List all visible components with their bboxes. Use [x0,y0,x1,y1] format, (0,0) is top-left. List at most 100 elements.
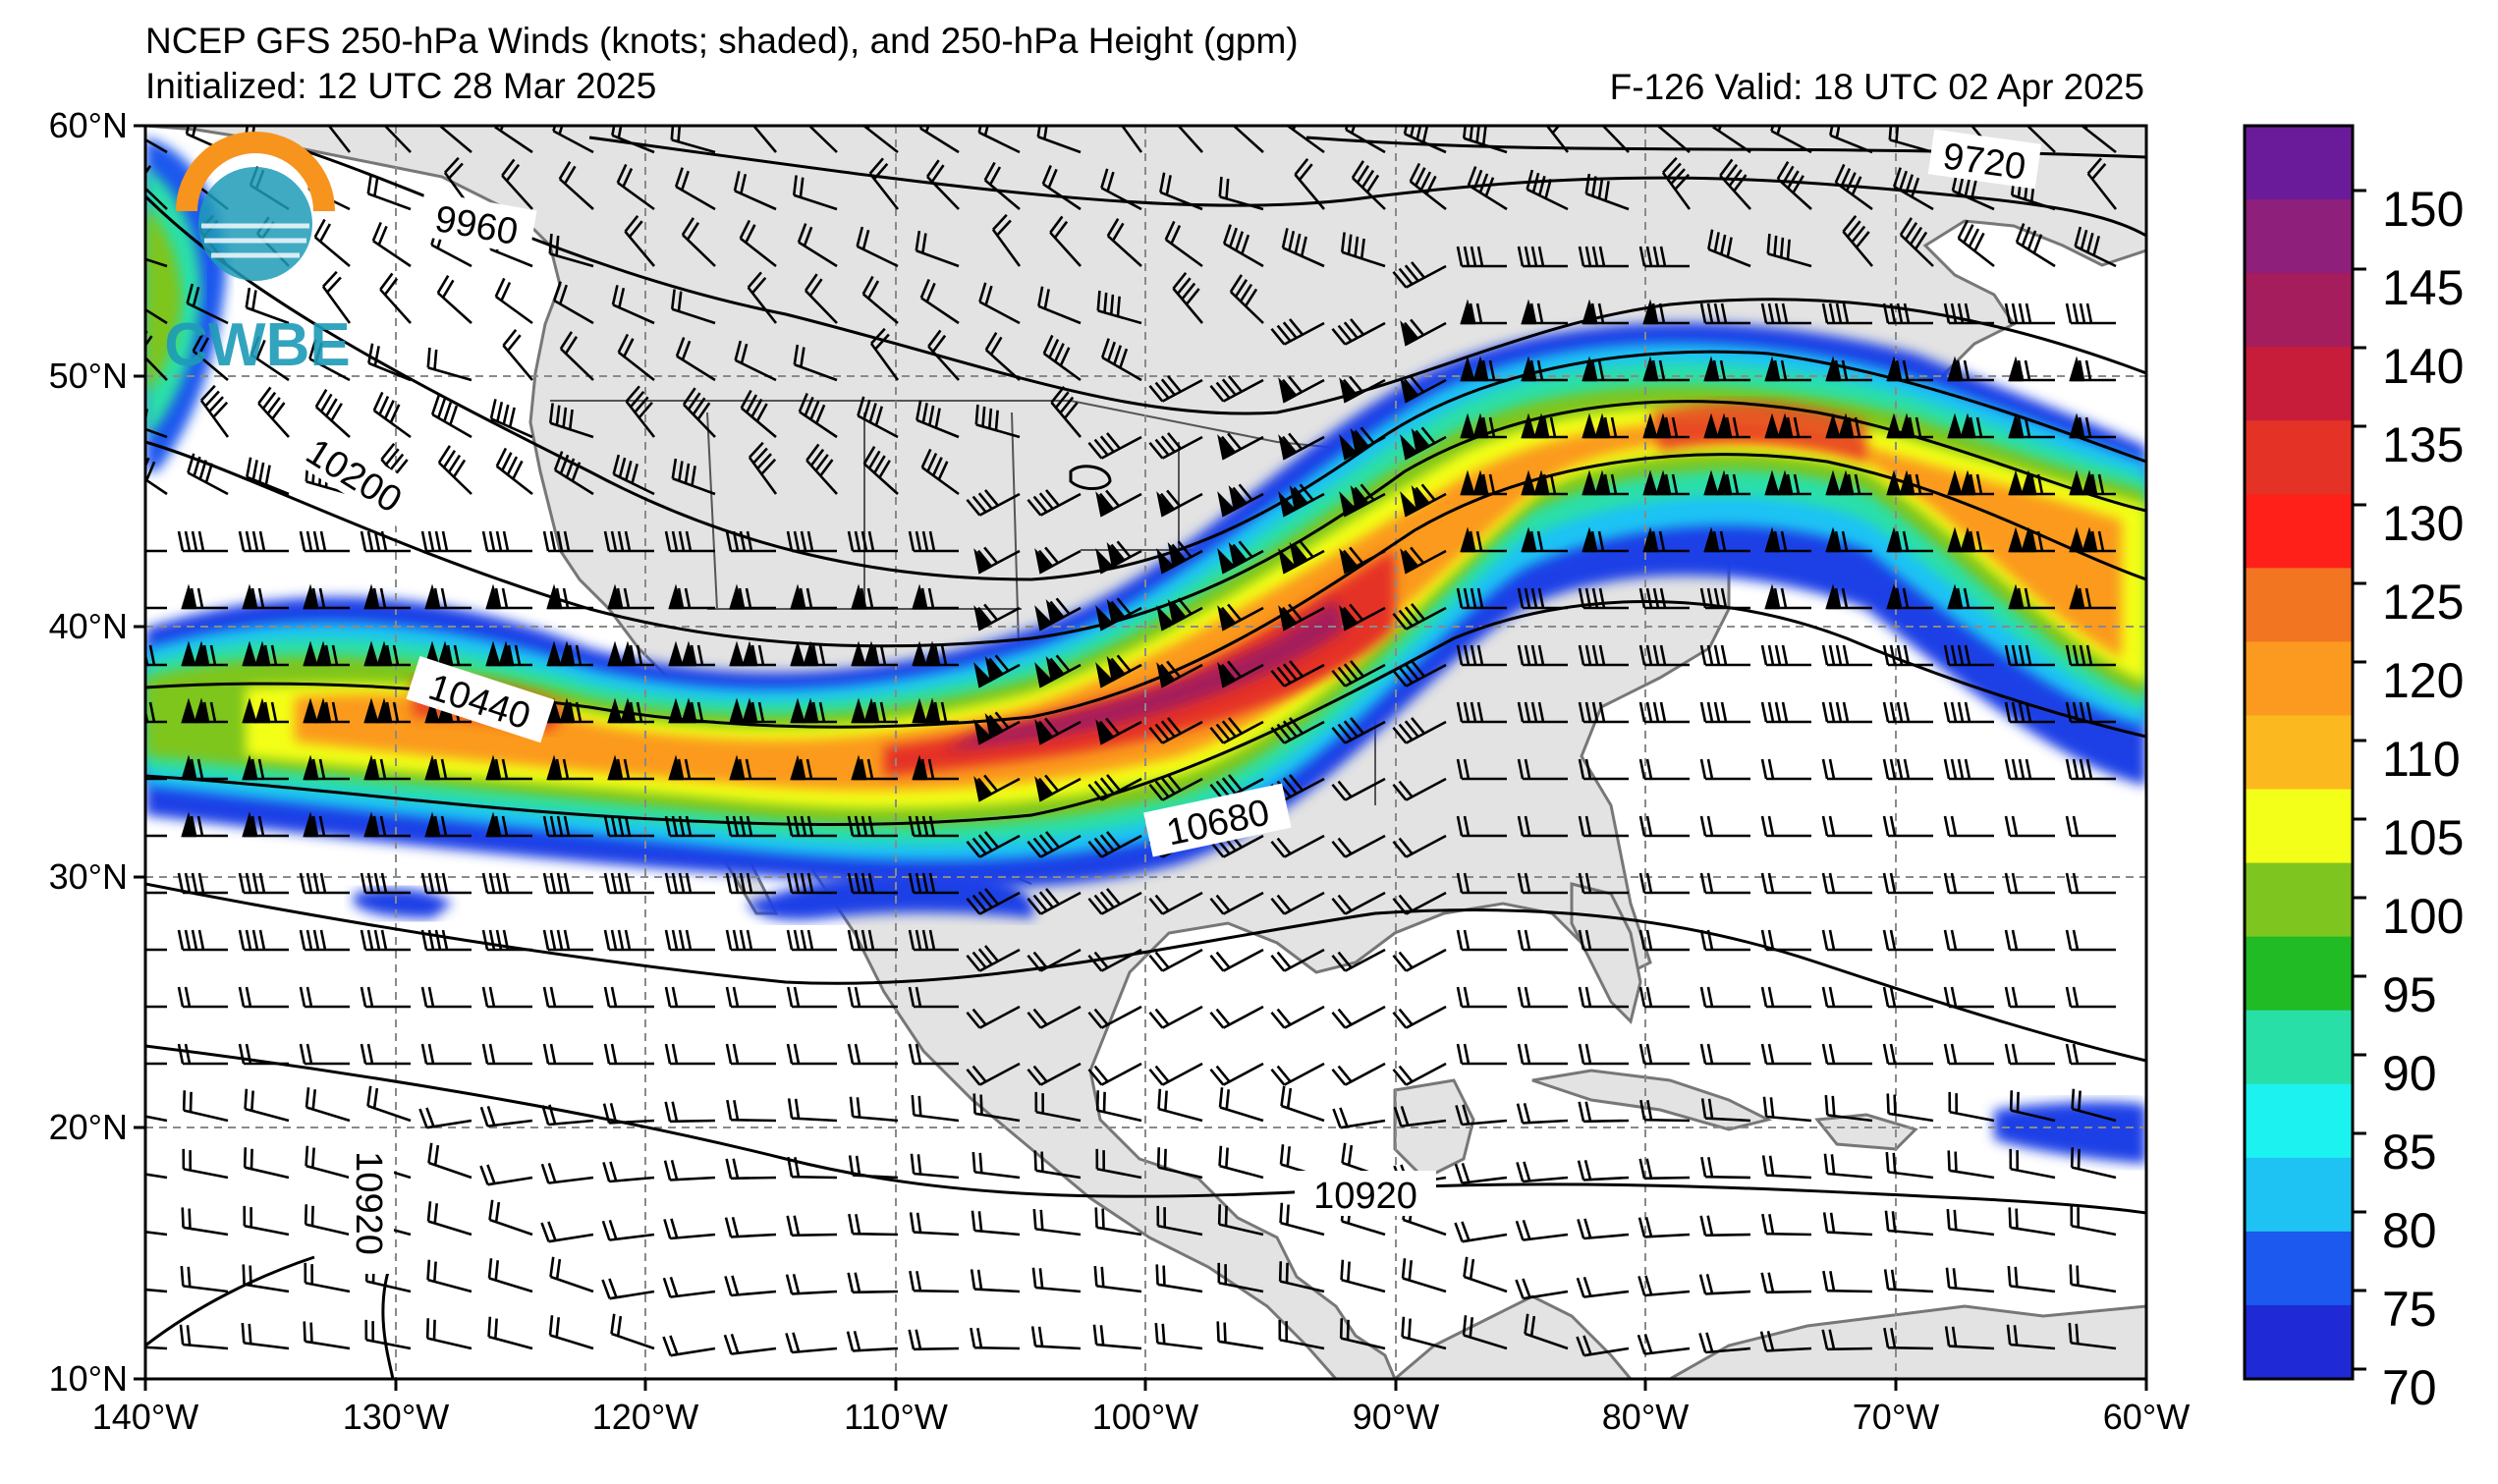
wind-barb [1270,1005,1325,1029]
wind-barb [552,126,594,154]
wind-barb [733,171,777,211]
wind-barb [363,754,411,781]
wind-barb [1092,1324,1142,1350]
wind-barb [1456,1043,1507,1066]
wind-barb [1401,1258,1447,1293]
wind-barb [682,387,716,438]
wind-barb [1270,318,1325,346]
wind-barb [1821,758,1872,781]
wind-barb [1637,1333,1691,1355]
wind-barb [1638,1043,1690,1066]
wind-barb [603,872,654,895]
wind-barb [912,583,959,610]
wind-barb [1517,644,1568,667]
wind-barb [1699,302,1750,325]
wind-barb [435,126,472,153]
wind-barb [1270,834,1325,858]
wind-barb [2004,872,2055,895]
wind-barb [1759,1330,1812,1352]
wind-barb [2008,469,2055,496]
wind-barb [857,396,899,439]
wind-barb [145,1345,168,1350]
wind-barb [2006,1324,2056,1350]
wind-barb [664,929,715,952]
colorbar-segment [2245,1231,2353,1306]
wind-barb [793,344,838,382]
wind-barb [1638,815,1690,838]
wind-barb [303,754,350,781]
colorbar-tick-110: 110 [2382,732,2461,787]
wind-barb [1217,603,1264,632]
wind-barb [1517,1043,1568,1066]
colorbar-segment [2245,1083,2353,1159]
wind-barb [145,948,167,952]
wind-barb [1030,1326,1082,1350]
wind-barb [424,583,472,610]
wind-barb [1460,299,1507,325]
wind-barb [1331,834,1386,858]
wind-barb [664,1101,716,1124]
wind-barb [1400,483,1447,518]
lat-label-50: 50°N [49,356,128,396]
wind-barb [427,1142,472,1180]
wind-barb [2070,1205,2117,1237]
wind-barb [1516,1102,1569,1125]
wind-barb [1270,948,1325,972]
colorbar-segment [2245,862,2353,938]
wind-barb [502,329,533,381]
colorbar-tick-120: 120 [2382,653,2464,708]
wind-barb [1456,929,1507,952]
wind-barb [602,1161,655,1183]
wind-barb [1100,168,1142,211]
wind-barb [849,1096,899,1123]
wind-barb [1392,777,1447,801]
wind-barb [908,815,959,838]
wind-barb [1764,356,1811,382]
wind-barb [1882,872,1933,895]
wind-barb [1270,1062,1325,1086]
wind-barb [1760,701,1811,724]
wind-barb [1948,1091,1995,1123]
wind-barb [1281,228,1325,268]
wind-barb [603,1043,654,1066]
wind-barb [1331,1005,1386,1029]
wind-barb [1278,375,1325,404]
wind-barb [725,530,776,553]
wind-barb [1943,1043,1994,1066]
wind-barb [624,215,655,267]
wind-barb [1699,815,1750,838]
wind-barb [420,872,472,895]
wind-barb [729,640,776,667]
wind-barb [601,1219,655,1241]
wind-barb [181,697,228,724]
lon-label-130: 130°W [343,1397,449,1437]
wind-barb [1886,1093,1934,1123]
wind-barb [1764,583,1811,610]
wind-barb [1095,540,1142,575]
wind-barb [908,1043,959,1066]
wind-barb [1762,1096,1812,1123]
wind-barb [2068,1322,2117,1350]
wind-barb [1351,160,1386,210]
wind-barb [1392,948,1447,972]
colorbar-segment [2245,1304,2353,1380]
wind-barb [970,1269,1021,1293]
wind-barb [1034,774,1082,802]
wind-barb [1280,1085,1325,1123]
wind-barb [734,340,777,382]
wind-barb [1821,644,1872,667]
wind-barb [847,815,898,838]
wind-barb [1821,929,1872,952]
wind-barb [908,986,959,1009]
wind-barb [974,404,1021,439]
wind-barb [2069,412,2116,439]
lon-label-80: 80°W [1602,1397,1689,1437]
wind-barb [299,929,350,952]
wind-barb [790,583,837,610]
colorbar-segment [2245,789,2353,864]
wind-barb [970,1327,1021,1350]
wind-barb [308,339,351,382]
wind-barb [1642,526,1690,553]
wind-barb [860,126,899,154]
colorbar-tick-100: 100 [2382,889,2464,944]
